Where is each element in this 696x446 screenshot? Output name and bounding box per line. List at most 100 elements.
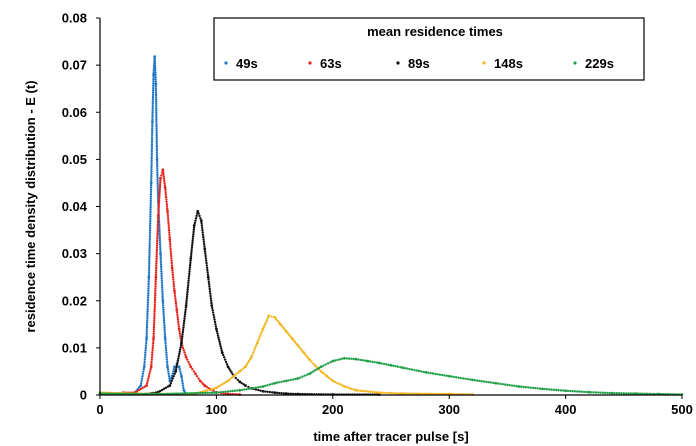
series-dot xyxy=(170,392,173,395)
x-tick-label: 0 xyxy=(96,402,103,417)
x-tick-label: 100 xyxy=(206,402,228,417)
series-dot xyxy=(151,344,155,347)
series-dot xyxy=(277,321,281,324)
series-dot xyxy=(144,353,147,357)
data-point xyxy=(168,379,172,383)
series-dot xyxy=(156,171,159,174)
series-dot xyxy=(171,372,174,375)
data-point xyxy=(238,380,242,384)
series-229s xyxy=(98,356,684,396)
series-dot xyxy=(197,212,200,215)
series-dot xyxy=(292,339,295,342)
series-dot xyxy=(179,344,183,347)
series-dot xyxy=(234,373,237,376)
series-dot xyxy=(164,193,168,196)
series-dot xyxy=(181,379,184,383)
series-dot xyxy=(150,152,153,155)
series-dot xyxy=(149,186,153,189)
series-dot xyxy=(438,373,442,376)
series-dot xyxy=(260,330,264,333)
series-dot xyxy=(578,390,581,393)
series-dot xyxy=(150,363,153,366)
data-point xyxy=(163,186,167,190)
series-dot xyxy=(414,392,418,395)
data-point xyxy=(273,315,276,319)
series-dot xyxy=(173,292,176,295)
series-dot xyxy=(534,386,537,390)
series-dot xyxy=(205,264,208,267)
series-dot xyxy=(151,111,154,114)
series-dot xyxy=(371,390,374,394)
data-point xyxy=(587,390,591,394)
series-dot xyxy=(151,98,155,101)
series-dot xyxy=(166,217,170,220)
series-dot xyxy=(204,391,207,395)
series-dot xyxy=(142,370,145,373)
series-dot xyxy=(515,384,518,388)
series-dot xyxy=(154,87,158,90)
series-dot xyxy=(163,179,166,183)
series-dot xyxy=(162,312,165,316)
series-dot xyxy=(434,372,437,376)
series-dot xyxy=(283,328,286,331)
series-dot xyxy=(149,222,152,225)
series-dot xyxy=(199,217,202,220)
series-dot xyxy=(147,269,151,272)
series-dot xyxy=(185,299,188,303)
legend-label: 49s xyxy=(236,56,258,71)
series-dot xyxy=(160,279,164,282)
series-dot xyxy=(181,335,184,338)
series-dot xyxy=(154,269,158,272)
legend-marker xyxy=(573,61,577,65)
series-dot xyxy=(571,389,574,393)
series-dot xyxy=(158,188,162,191)
series-dot xyxy=(573,390,577,393)
x-tick-label: 300 xyxy=(438,402,460,417)
series-dot xyxy=(159,259,163,262)
series-dot xyxy=(169,254,173,258)
series-dot xyxy=(150,156,153,160)
series-dot xyxy=(163,326,166,329)
data-point xyxy=(180,341,183,345)
data-point xyxy=(564,389,567,393)
series-dot xyxy=(422,370,425,374)
series-dot xyxy=(620,392,623,395)
series-dot xyxy=(159,245,162,249)
series-dot xyxy=(282,392,286,395)
series-dot xyxy=(257,337,261,340)
series-dot xyxy=(211,308,214,312)
series-dot xyxy=(157,212,160,215)
series-dot xyxy=(172,283,175,286)
series-dot xyxy=(147,291,150,295)
series-dot xyxy=(357,389,360,392)
series-dot xyxy=(155,104,158,108)
series-dot xyxy=(145,332,148,336)
series-dot xyxy=(150,172,153,176)
data-point xyxy=(154,275,158,279)
legend-item-63s: 63s xyxy=(308,56,342,71)
data-point xyxy=(296,377,300,380)
series-dot xyxy=(155,149,159,152)
series-dot xyxy=(282,380,286,383)
series-dot xyxy=(177,355,180,358)
data-point xyxy=(401,366,405,370)
series-dot xyxy=(151,118,154,121)
series-dot xyxy=(321,371,325,375)
series-dot xyxy=(159,256,162,260)
series-dot xyxy=(175,311,179,314)
series-dot xyxy=(270,315,273,318)
legend-item-49s: 49s xyxy=(224,56,258,71)
y-ticks: 0 0.01 0.02 0.03 0.04 0.05 0.06 0.07 0.08 xyxy=(62,11,100,403)
series-dot xyxy=(137,389,140,392)
series-dot xyxy=(350,387,353,390)
data-point xyxy=(267,314,271,318)
series-dot xyxy=(149,190,153,194)
x-tick-label: 400 xyxy=(555,402,577,417)
data-point xyxy=(273,381,276,385)
series-dot xyxy=(150,170,153,173)
legend-marker xyxy=(396,61,400,65)
series-dot xyxy=(489,381,493,384)
series-dot xyxy=(201,231,204,234)
series-dot xyxy=(555,388,558,392)
series-dot xyxy=(141,374,144,378)
